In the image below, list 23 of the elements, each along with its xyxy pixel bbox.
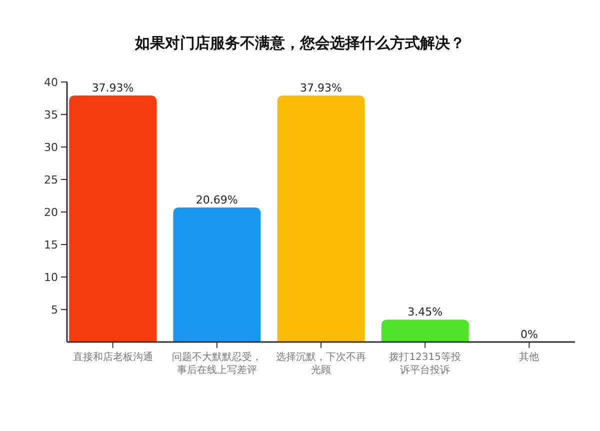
x-tick-label: 问题不大默默忍受，事后在线上写差评 [172,351,262,376]
data-label: 37.93% [92,81,134,94]
y-tick-label: 15 [44,238,58,252]
x-tick-label: 拨打12315等投诉平台投诉 [389,351,462,376]
y-tick-label: 10 [44,271,58,284]
data-label: 0% [520,328,538,341]
data-label: 37.93% [300,81,342,94]
x-tick-label: 其他 [519,351,540,363]
bar [173,208,261,342]
y-tick-label: 35 [44,108,58,122]
y-tick-label: 5 [51,304,58,316]
data-label: 3.45% [408,306,443,319]
y-tick-label: 20 [44,206,58,219]
y-tick-label: 30 [44,141,58,154]
bar [381,320,469,342]
x-tick-label: 直接和店老板沟通 [72,351,153,363]
data-label: 20.69% [196,194,238,207]
bar [69,95,157,342]
chart-title: 如果对门店服务不满意，您会选择什么方式解决？ [134,34,465,52]
x-tick-label: 选择沉默，下次不再光顾 [276,351,366,376]
bar [277,95,365,342]
y-tick-label: 25 [44,174,58,186]
y-tick-label: 40 [44,76,58,89]
